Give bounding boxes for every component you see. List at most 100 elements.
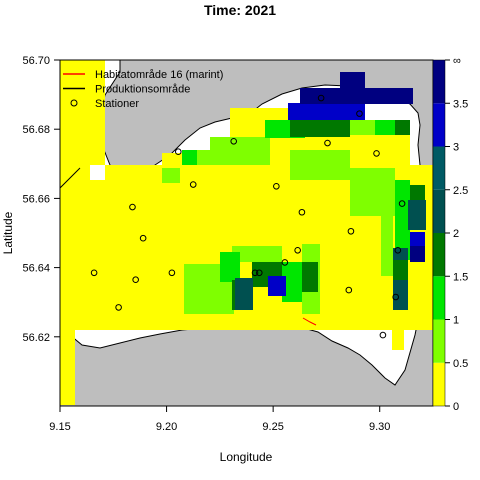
colorbar-segment (433, 362, 445, 406)
station-point (189, 181, 197, 188)
y-tick-label: 56.62 (22, 332, 50, 344)
station-point (281, 259, 289, 266)
station-point (345, 286, 353, 294)
heatmap-cell (320, 315, 400, 327)
station-point (273, 182, 280, 190)
heatmap-cell (350, 120, 380, 135)
station-point (132, 276, 139, 284)
heatmap-cell (395, 120, 410, 135)
colorbar-label: 3 (453, 142, 459, 154)
station-point (394, 247, 402, 254)
heatmap-cell (288, 103, 365, 120)
y-tick-label: 56.68 (22, 124, 50, 136)
station-point (294, 247, 301, 254)
heatmap-cell (235, 278, 253, 310)
heatmap-cell (340, 72, 365, 89)
station-point (129, 203, 136, 211)
heatmap-cell (350, 168, 395, 216)
heatmap-cell (105, 165, 165, 180)
colorbar-label: 1 (453, 315, 459, 327)
y-tick-label: 56.70 (22, 55, 50, 67)
station-point (392, 293, 400, 301)
station-point (168, 269, 176, 277)
heatmap-cell (302, 262, 318, 292)
heatmap-cell (182, 150, 197, 165)
colorbar-segment (433, 233, 445, 277)
colorbar: 0 0.5 1 1.5 2 2.5 3 3.5 ∞ (432, 55, 468, 413)
colorbar-label: ∞ (453, 55, 461, 67)
heatmap-cell (393, 280, 408, 310)
stations-layer (90, 94, 406, 339)
station-point (347, 227, 355, 235)
heatmap-cell (393, 248, 408, 260)
station-point (230, 138, 238, 145)
heatmap-cell (300, 88, 413, 104)
heatmap-cell (268, 276, 286, 296)
heatmap-cell (392, 330, 404, 350)
colorbar-label: 0.5 (453, 358, 468, 370)
production-area-line (60, 167, 81, 189)
heatmap-cell (210, 137, 270, 165)
colorbar-segment (433, 103, 445, 147)
heatmap-cell (75, 165, 90, 180)
colorbar-label: 2.5 (453, 185, 468, 197)
x-tick-label: 9.20 (156, 421, 177, 433)
legend-label: Stationer (95, 98, 139, 110)
legend: Habitatområde 16 (marint) Produktionsområ… (63, 69, 223, 110)
station-point (115, 304, 122, 311)
station-point (356, 110, 363, 117)
heatmap-cell (290, 120, 350, 137)
x-axis-label: Longitude (220, 450, 273, 464)
heatmap-cell (230, 108, 290, 120)
legend-circle-swatch (70, 99, 78, 107)
heatmap-cell (395, 180, 410, 260)
heatmap-cell (408, 200, 426, 230)
y-tick-label: 56.64 (22, 263, 50, 275)
x-tick-label: 9.15 (49, 421, 70, 433)
y-axis: 56.62 56.64 56.66 56.68 56.70 (22, 55, 60, 344)
heatmap-cell (232, 246, 282, 262)
station-point (373, 150, 380, 157)
legend-label: Habitatområde 16 (marint) (95, 69, 223, 81)
heatmap-cell (410, 232, 425, 247)
legend-label: Produktionsområde (95, 84, 190, 96)
station-point (317, 94, 325, 102)
colorbar-segment (433, 146, 445, 190)
y-tick-label: 56.66 (22, 193, 50, 205)
heatmap-cell (220, 252, 240, 282)
heatmap-cell (60, 180, 433, 195)
station-point (255, 269, 263, 277)
chart-title: Time: 2021 (204, 2, 276, 18)
colorbar-segment (433, 276, 445, 320)
habitat-area-line (302, 317, 317, 326)
station-point (139, 234, 147, 242)
station-point (324, 139, 331, 147)
colorbar-label: 0 (453, 401, 459, 413)
heatmap-cell (410, 246, 425, 262)
station-point (379, 331, 387, 339)
station-point (174, 148, 182, 155)
x-axis: 9.15 9.20 9.25 9.30 (49, 406, 390, 433)
colorbar-segment (433, 60, 445, 104)
x-tick-label: 9.25 (262, 421, 283, 433)
plot-area (60, 60, 433, 406)
heatmap-cell (90, 315, 160, 327)
heatmap-cell (197, 150, 212, 165)
heatmap-cell (381, 216, 393, 276)
colorbar-segment (433, 189, 445, 233)
colorbar-label: 2 (453, 228, 459, 240)
x-tick-label: 9.30 (369, 421, 390, 433)
station-point (398, 200, 406, 207)
heatmap-cell (282, 262, 302, 302)
station-point (298, 208, 306, 216)
station-point (251, 269, 259, 277)
heatmap-cell (162, 168, 180, 183)
heatmap-cell (375, 120, 395, 135)
heatmap-cell (75, 60, 105, 165)
heatmap-cells (60, 60, 433, 405)
station-point (90, 269, 98, 277)
colorbar-segment (433, 319, 445, 363)
y-axis-label: Latitude (1, 211, 15, 254)
colorbar-label: 3.5 (453, 98, 468, 110)
